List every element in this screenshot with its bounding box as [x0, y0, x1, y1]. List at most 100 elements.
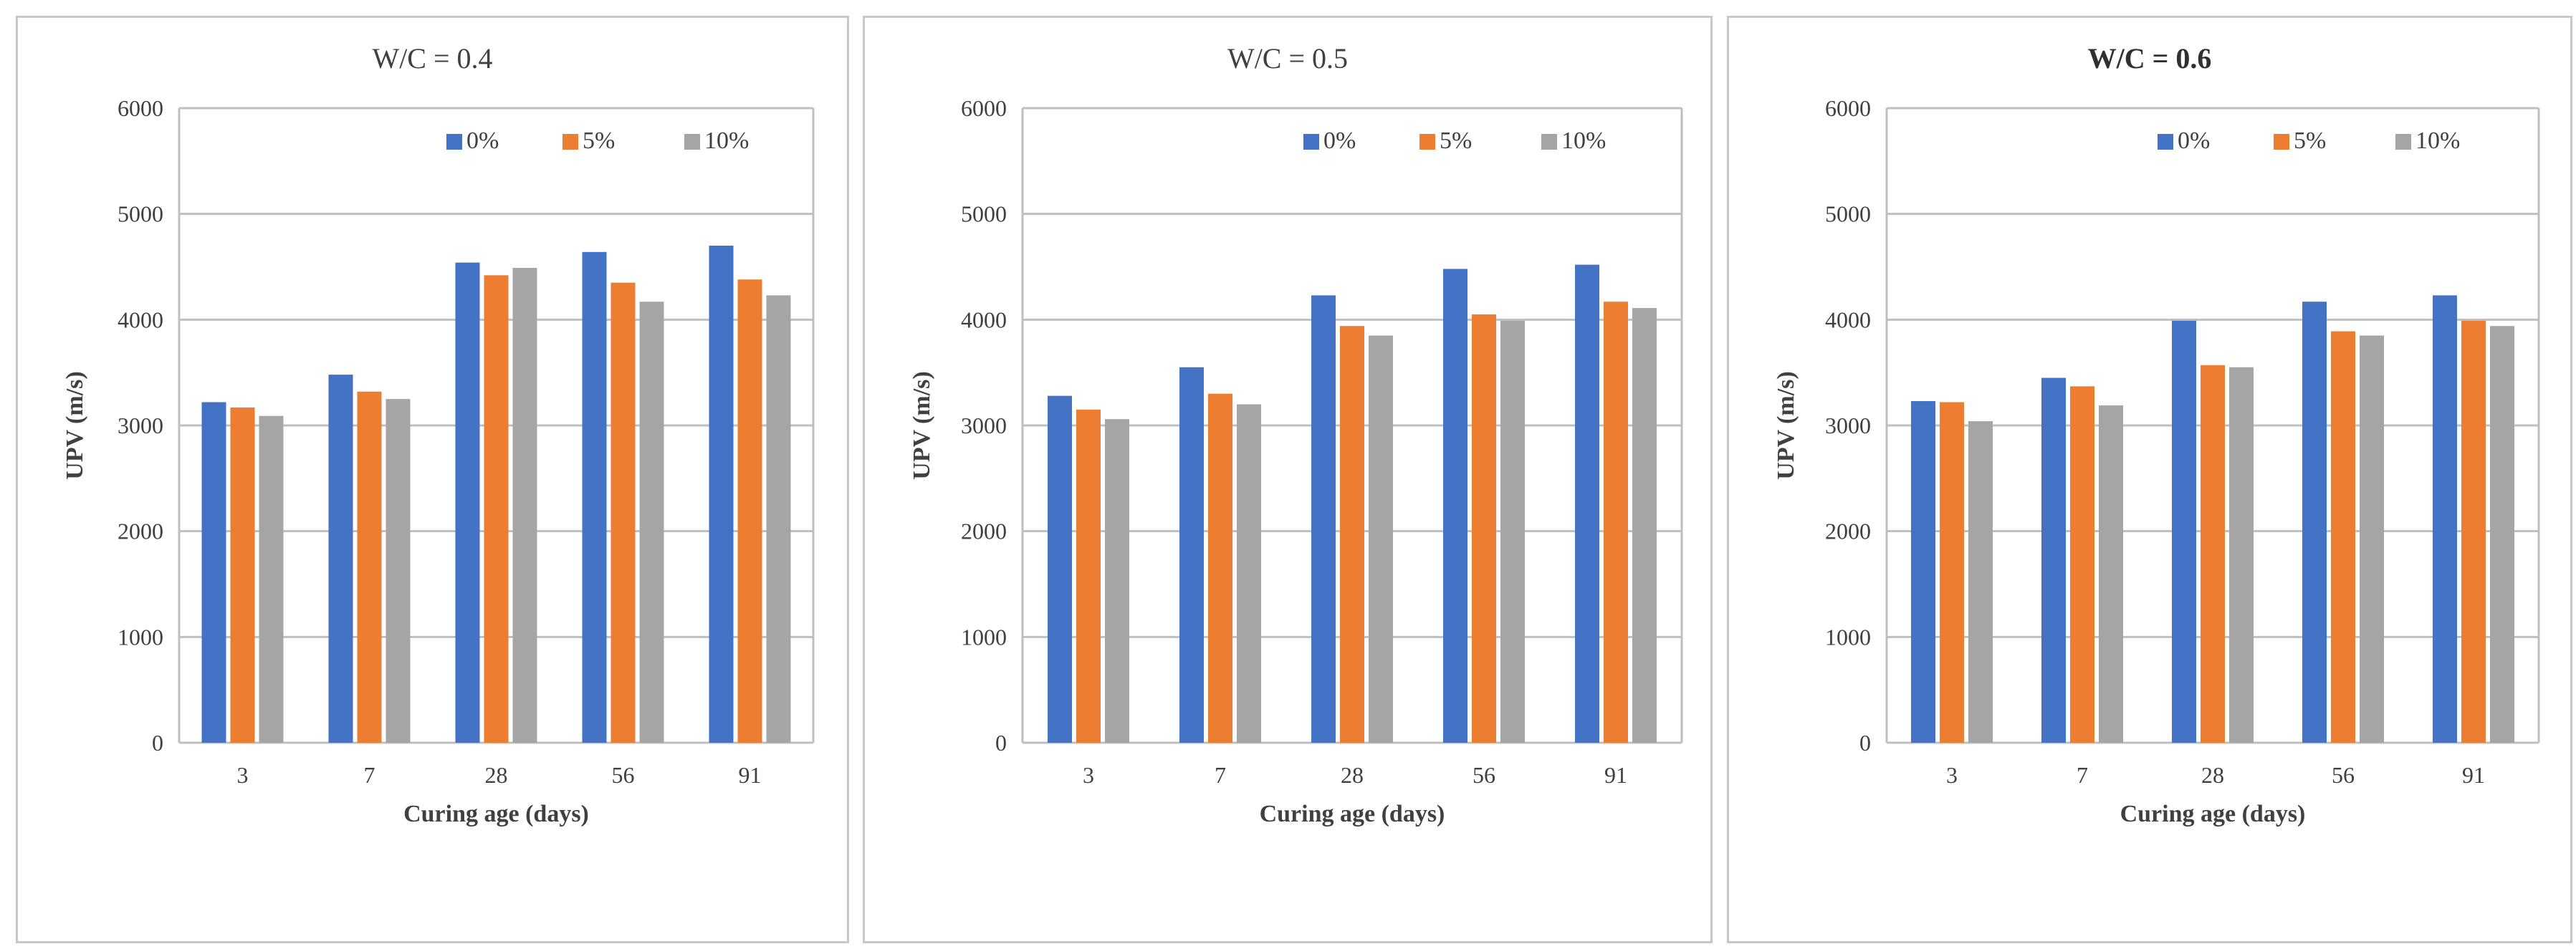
bar-wc-0-5-10pct-day-3 [1105, 419, 1129, 743]
bar-wc-0-5-0pct-day-7 [1179, 367, 1204, 743]
legend: 0% 5% 10% [446, 127, 749, 154]
bar-wc-0-5-0pct-day-91 [1575, 264, 1599, 743]
legend-label: 10% [2415, 127, 2460, 154]
legend-label: 5% [1440, 127, 1472, 154]
y-tick-label: 3000 [1825, 413, 1871, 438]
bar-wc-0-6-10pct-day-7 [2099, 405, 2123, 743]
bar-wc-0-5-0pct-day-28 [1311, 295, 1336, 743]
bar-wc-0-4-10pct-day-7 [386, 399, 411, 743]
bar-wc-0-5-10pct-day-56 [1500, 320, 1525, 743]
legend-label: 10% [1561, 127, 1606, 154]
legend-swatch [562, 134, 578, 150]
bar-wc-0-6-10pct-day-91 [2490, 326, 2514, 743]
y-tick-label: 3000 [961, 413, 1007, 438]
legend: 0% 5% 10% [1303, 127, 1606, 154]
x-tick-label: 7 [2077, 762, 2088, 788]
x-tick-label: 28 [2201, 762, 2224, 788]
y-tick-label: 6000 [1825, 95, 1871, 121]
y-tick-label: 2000 [118, 519, 163, 544]
y-tick-label: 0 [995, 730, 1007, 756]
bar-wc-0-6-10pct-day-28 [2229, 367, 2254, 743]
x-tick-label: 56 [2332, 762, 2355, 788]
legend-swatch [446, 134, 462, 150]
bar-chart-wc-0-4: W/C = 0.4 0 1000 2000 3000 4000 5000 6000 3 7 28 56… [62, 42, 815, 827]
chart-title: W/C = 0.5 [1227, 42, 1348, 74]
bar-wc-0-6-5pct-day-7 [2070, 386, 2094, 743]
bar-wc-0-5-10pct-day-7 [1237, 404, 1261, 743]
y-tick-label: 1000 [118, 624, 163, 650]
bar-wc-0-6-0pct-day-91 [2433, 295, 2457, 743]
chart-panel-wc-0-4: W/C = 0.4 0 1000 2000 3000 4000 5000 6000 3 7 28 56… [16, 16, 849, 943]
legend-label: 5% [583, 127, 615, 154]
bar-wc-0-4-10pct-day-3 [259, 415, 284, 743]
bar-wc-0-4-0pct-day-7 [328, 375, 353, 743]
bar-wc-0-6-5pct-day-91 [2461, 320, 2486, 743]
bar-wc-0-5-5pct-day-3 [1076, 409, 1101, 743]
y-tick-label: 5000 [1825, 201, 1871, 227]
bar-wc-0-4-5pct-day-28 [484, 275, 509, 743]
bar-wc-0-4-10pct-day-28 [512, 267, 537, 743]
chart-title: W/C = 0.6 [2088, 42, 2212, 74]
x-tick-label: 7 [1215, 762, 1226, 788]
legend-swatch [2395, 134, 2411, 150]
chart-title: W/C = 0.4 [372, 42, 492, 74]
x-tick-label: 56 [612, 762, 635, 788]
bar-wc-0-4-0pct-day-56 [582, 251, 607, 743]
bar-wc-0-6-0pct-day-3 [1911, 401, 1935, 743]
y-tick-label: 3000 [118, 413, 163, 438]
x-tick-label: 7 [364, 762, 375, 788]
bar-wc-0-5-0pct-day-56 [1443, 269, 1467, 743]
legend-swatch [1419, 134, 1435, 150]
x-tick-label: 28 [485, 762, 508, 788]
x-tick-label: 91 [2462, 762, 2485, 788]
bar-chart-wc-0-5: W/C = 0.5 0 1000 2000 3000 4000 5000 6000 3 7 28 56… [909, 42, 1683, 827]
legend-swatch [2158, 134, 2173, 150]
y-tick-label: 1000 [961, 624, 1007, 650]
y-axis-title: UPV (m/s) [1773, 371, 1799, 479]
bar-wc-0-4-5pct-day-56 [611, 282, 636, 743]
legend-swatch [1541, 134, 1557, 150]
bar-wc-0-4-0pct-day-28 [455, 262, 480, 743]
x-tick-label: 28 [1341, 762, 1364, 788]
legend-label: 0% [1323, 127, 1356, 154]
y-tick-label: 6000 [961, 95, 1007, 121]
bar-wc-0-4-10pct-day-56 [639, 302, 664, 743]
bar-wc-0-6-5pct-day-3 [1940, 402, 1964, 743]
y-tick-label: 5000 [961, 201, 1007, 227]
bar-wc-0-5-0pct-day-3 [1048, 395, 1072, 743]
x-axis-title: Curing age (days) [403, 801, 589, 827]
legend: 0% 5% 10% [2158, 127, 2460, 154]
x-tick-label: 3 [237, 762, 249, 788]
bar-wc-0-5-5pct-day-7 [1208, 393, 1232, 743]
chart-panel-wc-0-6: W/C = 0.6 0 1000 2000 3000 4000 5000 6000 3 7 28 56… [1727, 16, 2572, 943]
legend-label: 0% [466, 127, 499, 154]
bar-chart-wc-0-6: W/C = 0.6 0 1000 2000 3000 4000 5000 6000 3 7 28 56… [1773, 42, 2540, 827]
legend-swatch [684, 134, 700, 150]
legend-label: 10% [704, 127, 749, 154]
y-tick-label: 4000 [961, 307, 1007, 332]
bar-wc-0-4-5pct-day-7 [357, 391, 382, 743]
y-tick-label: 4000 [118, 307, 163, 332]
y-tick-label: 2000 [961, 519, 1007, 544]
bar-wc-0-4-0pct-day-3 [201, 402, 226, 743]
y-axis-title: UPV (m/s) [62, 371, 88, 479]
bar-wc-0-4-5pct-day-3 [230, 407, 255, 743]
x-tick-label: 91 [1604, 762, 1627, 788]
bar-wc-0-5-5pct-day-28 [1340, 326, 1364, 743]
x-axis-title: Curing age (days) [1260, 801, 1445, 827]
bar-wc-0-6-5pct-day-28 [2201, 365, 2225, 743]
bar-wc-0-4-5pct-day-91 [737, 279, 762, 743]
x-tick-label: 91 [739, 762, 762, 788]
bar-wc-0-6-10pct-day-3 [1968, 421, 1993, 743]
legend-swatch [2274, 134, 2289, 150]
bar-wc-0-4-10pct-day-91 [766, 295, 791, 743]
y-tick-label: 2000 [1825, 519, 1871, 544]
bar-wc-0-6-0pct-day-28 [2172, 320, 2196, 743]
y-tick-label: 4000 [1825, 307, 1871, 332]
y-tick-label: 6000 [118, 95, 163, 121]
x-tick-label: 3 [1083, 762, 1094, 788]
bar-wc-0-5-5pct-day-91 [1604, 302, 1628, 743]
legend-label: 5% [2294, 127, 2326, 154]
bar-wc-0-6-5pct-day-56 [2331, 331, 2355, 743]
bar-wc-0-5-10pct-day-28 [1369, 335, 1393, 743]
